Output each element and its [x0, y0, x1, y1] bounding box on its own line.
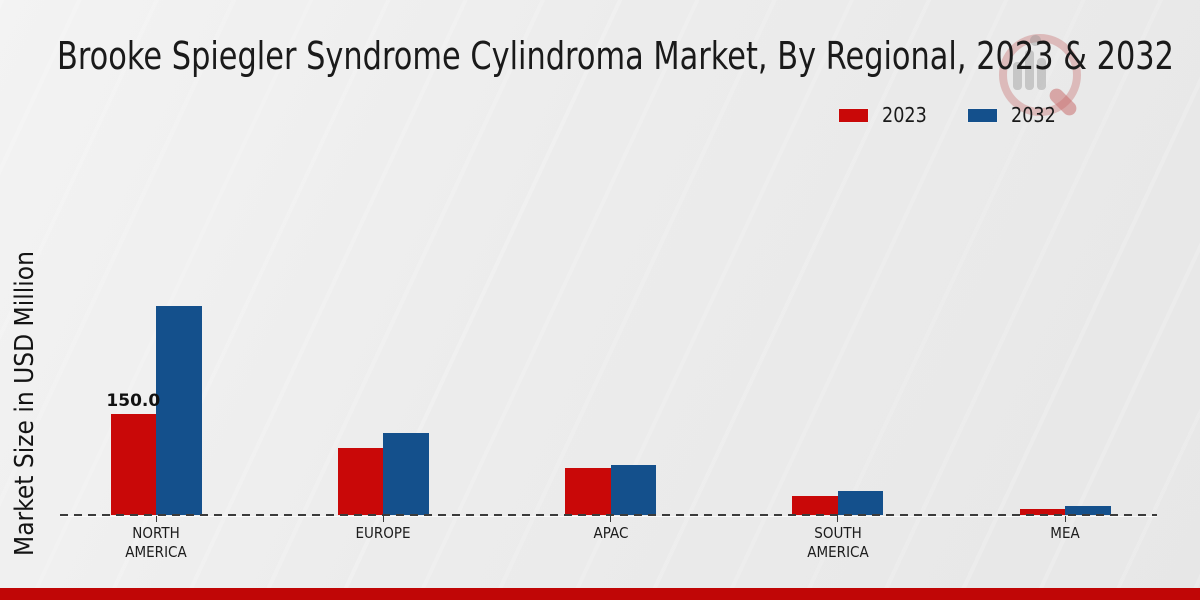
- axis-tick: [382, 516, 384, 522]
- bar-2023-south-america: [792, 496, 838, 515]
- legend-label-2032: 2032: [1010, 103, 1056, 127]
- axis-category-label: EUROPE: [355, 524, 411, 542]
- logo-bar-icon: [1037, 58, 1046, 90]
- axis-category-label: APAC: [593, 524, 628, 542]
- axis-tick: [155, 516, 157, 522]
- bar-2032-mea: [1065, 506, 1111, 515]
- bar-2032-europe: [383, 432, 429, 515]
- magnifier-icon: [999, 34, 1081, 116]
- logo-bar-icon: [1025, 50, 1034, 90]
- bar-2023-mea: [1019, 508, 1065, 515]
- logo-bar-icon: [1013, 62, 1022, 90]
- legend: 2023 2032: [838, 103, 1062, 127]
- logo-dot-icon: [1030, 35, 1041, 46]
- axis-category-label: NORTH AMERICA: [125, 524, 187, 561]
- legend-swatch-2023: [838, 107, 869, 123]
- legend-label-2023: 2023: [882, 103, 927, 127]
- axis-category-label: SOUTH AMERICA: [807, 524, 869, 561]
- axis-tick: [610, 516, 611, 522]
- bar-2032-north-america: [156, 306, 202, 515]
- x-axis-baseline: [60, 514, 1157, 516]
- chart-title: Brooke Spiegler Syndrome Cylindroma Mark…: [57, 34, 1174, 78]
- axis-tick: [837, 516, 839, 522]
- legend-item-2023: 2023: [838, 103, 933, 127]
- bottom-accent-strip: [0, 588, 1200, 600]
- axis-category-label: MEA: [1050, 524, 1080, 542]
- legend-item-2032: 2032: [966, 103, 1062, 127]
- bar-2023-apac: [565, 467, 611, 515]
- axis-tick: [1064, 516, 1066, 522]
- bar-2032-south-america: [837, 490, 884, 515]
- bar-value-label: 150.0: [106, 391, 161, 411]
- bar-2023-north-america: [110, 414, 156, 515]
- bar-2032-apac: [610, 464, 656, 515]
- bar-2023-europe: [337, 447, 384, 515]
- legend-swatch-2032: [966, 107, 998, 123]
